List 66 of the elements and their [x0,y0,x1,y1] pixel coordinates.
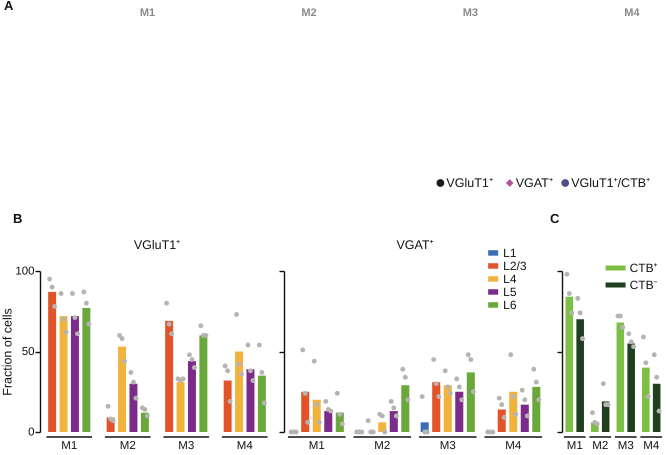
text: M2 [301,7,317,19]
y-tick-label: 100 [15,266,34,278]
text: M4 [624,7,640,19]
bar [642,368,650,432]
chart-title: VGAT⁺ [396,238,434,252]
x-tick-label: M4 [236,440,254,452]
x-tick-label: M2 [374,440,390,452]
bar [520,404,529,432]
legend-label: CTB⁺ [630,260,658,275]
bar [60,316,68,432]
x-tick-label: M3 [618,440,634,452]
legend-label: L4 [503,272,517,286]
bar [455,392,464,432]
legend-label: L1 [503,246,517,260]
bar [532,386,540,432]
bar [118,346,126,432]
x-tick-label: M3 [440,440,456,452]
x-tick-label: M1 [308,440,325,452]
chart-title: VGluT1⁺ [134,238,180,252]
bar [235,352,244,432]
text: B [13,211,22,226]
bar [390,411,398,432]
bar [616,322,624,432]
legend-label: L2/3 [503,258,527,273]
bar [70,316,79,432]
bar [566,296,574,432]
bar [627,343,635,432]
bar [199,335,208,432]
bar [246,369,254,432]
bar [444,385,452,432]
x-tick-label: M4 [643,440,660,452]
legend-label: VGluT1⁺/CTB⁺ [571,176,650,190]
legend-label: CTB⁻ [630,278,658,292]
bar [188,361,196,432]
y-axis-title: Fraction of cells [0,308,14,396]
bar [498,409,506,432]
bar [129,384,138,432]
text: M3 [462,7,478,19]
bar [432,382,440,432]
bar [82,308,90,432]
legend-label: L6 [503,298,517,312]
y-tick-label: 50 [22,346,34,358]
bar [301,392,310,432]
x-tick-label: M4 [505,440,522,452]
bar [576,319,584,432]
bar [258,376,266,432]
x-tick-label: M2 [120,440,136,452]
x-tick-label: M3 [178,440,194,452]
y-tick-label: 0 [28,426,34,438]
bar [652,384,660,432]
x-tick-label: M2 [592,440,608,452]
x-tick-label: M1 [566,440,583,452]
bar [466,372,475,432]
bar [324,411,332,432]
bar [165,320,174,432]
bar [176,382,185,432]
bar [401,385,410,432]
text: C [550,211,560,226]
legend-label: VGluT1⁺ [446,176,493,190]
text: M1 [140,7,156,19]
bar [224,380,232,432]
legend-label: VGAT⁺ [516,176,553,190]
text: A [4,0,14,13]
legend-label: L5 [503,284,517,299]
x-tick-label: M1 [61,440,78,452]
bar [48,292,56,432]
